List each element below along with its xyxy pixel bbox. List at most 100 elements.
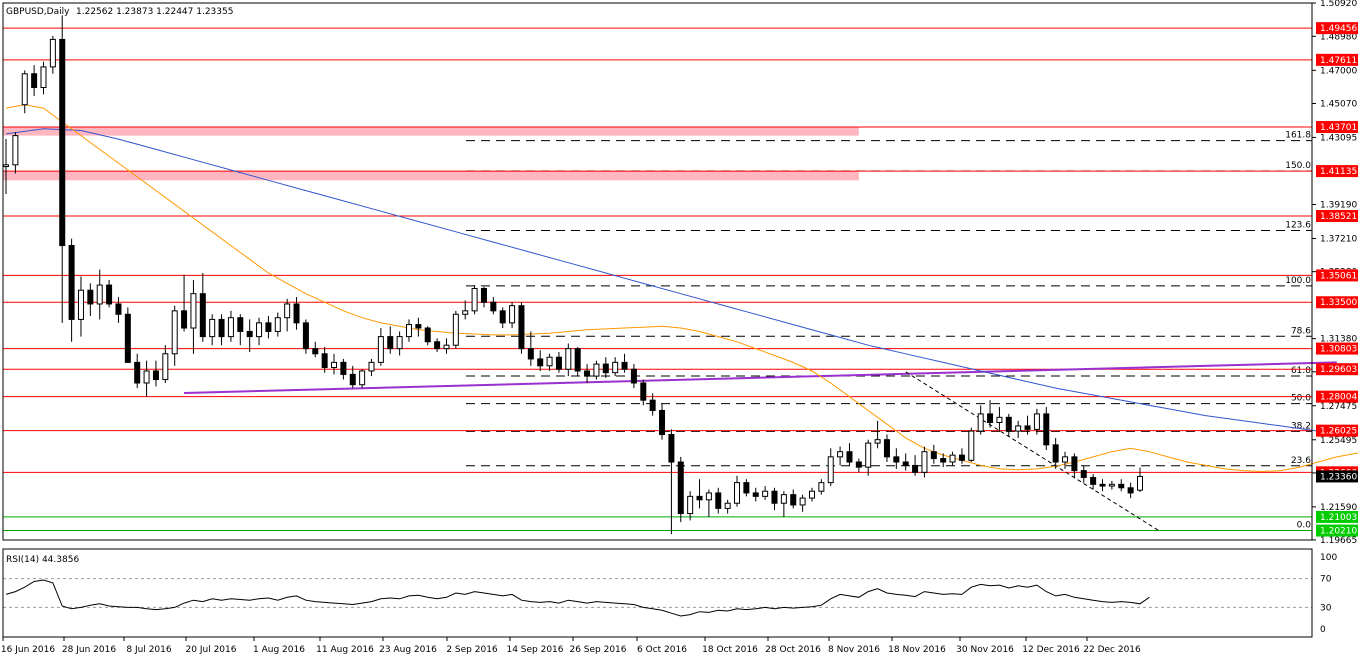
candle[interactable] (1099, 479, 1106, 492)
candle[interactable] (471, 285, 478, 315)
candle[interactable] (1043, 407, 1050, 450)
candle[interactable] (1137, 467, 1143, 493)
candle[interactable] (331, 353, 338, 375)
candle[interactable] (659, 403, 666, 440)
candle[interactable] (396, 331, 403, 356)
candle[interactable] (1090, 474, 1097, 490)
candle[interactable] (734, 475, 741, 507)
candle[interactable] (171, 305, 178, 366)
candle[interactable] (687, 491, 694, 521)
candle[interactable] (340, 358, 347, 380)
candle[interactable] (434, 338, 441, 353)
candle[interactable] (949, 451, 956, 466)
candle[interactable] (368, 358, 375, 377)
candle[interactable] (499, 307, 506, 329)
candle[interactable] (612, 357, 619, 377)
candle[interactable] (743, 479, 750, 497)
candle[interactable] (818, 479, 825, 495)
candle[interactable] (274, 312, 281, 337)
candle[interactable] (584, 364, 591, 383)
candle[interactable] (902, 453, 909, 471)
candle[interactable] (724, 499, 731, 514)
candle[interactable] (40, 61, 47, 95)
candle[interactable] (424, 326, 431, 346)
candle[interactable] (1015, 420, 1022, 438)
candle[interactable] (1005, 413, 1012, 437)
candle[interactable] (302, 319, 309, 354)
candle[interactable] (321, 346, 328, 373)
candle[interactable] (1108, 480, 1115, 490)
candle[interactable] (574, 346, 581, 377)
candle[interactable] (780, 491, 787, 517)
candle[interactable] (59, 15, 66, 323)
candle[interactable] (1024, 415, 1031, 435)
candle[interactable] (490, 297, 497, 315)
candle[interactable] (837, 446, 844, 466)
candle[interactable] (668, 429, 675, 535)
candle[interactable] (312, 341, 319, 358)
candle[interactable] (265, 315, 272, 339)
candle[interactable] (1080, 465, 1087, 483)
candle[interactable] (527, 331, 534, 366)
candle[interactable] (237, 314, 244, 346)
candle[interactable] (649, 393, 656, 416)
candle[interactable] (218, 314, 225, 346)
candle[interactable] (565, 343, 572, 377)
candle[interactable] (799, 494, 806, 512)
candle[interactable] (1052, 437, 1059, 469)
candle[interactable] (930, 444, 937, 464)
candle[interactable] (246, 319, 253, 353)
candle[interactable] (602, 357, 609, 378)
candle[interactable] (752, 487, 759, 502)
candle[interactable] (284, 298, 291, 332)
candle[interactable] (480, 286, 487, 308)
candle[interactable] (518, 302, 525, 354)
candle[interactable] (1127, 482, 1134, 499)
candle[interactable] (77, 276, 84, 337)
candle[interactable] (790, 489, 797, 509)
candle[interactable] (199, 273, 206, 342)
candle[interactable] (874, 420, 881, 449)
candle[interactable] (996, 407, 1003, 432)
candle[interactable] (968, 427, 975, 463)
candle[interactable] (808, 487, 815, 502)
candle[interactable] (143, 360, 150, 397)
candle[interactable] (21, 70, 28, 114)
candle[interactable] (1071, 453, 1078, 478)
candle[interactable] (181, 274, 188, 332)
candle[interactable] (509, 302, 516, 329)
candle[interactable] (621, 353, 628, 373)
candle[interactable] (134, 353, 141, 389)
candle[interactable] (771, 487, 778, 511)
candle[interactable] (855, 458, 862, 473)
candle[interactable] (12, 132, 19, 174)
candle[interactable] (1033, 408, 1040, 435)
candle[interactable] (846, 443, 853, 466)
candle[interactable] (696, 479, 703, 509)
candle[interactable] (705, 489, 712, 517)
candle[interactable] (677, 456, 684, 523)
candle[interactable] (452, 310, 459, 349)
candle[interactable] (256, 317, 263, 346)
candle[interactable] (152, 360, 159, 387)
candle[interactable] (349, 365, 356, 389)
candle[interactable] (124, 307, 131, 363)
candle[interactable] (630, 364, 637, 389)
candle[interactable] (415, 317, 422, 337)
candle[interactable] (106, 279, 113, 308)
candle[interactable] (359, 369, 366, 389)
candle[interactable] (115, 297, 122, 323)
candle[interactable] (293, 297, 300, 330)
candle[interactable] (883, 434, 890, 463)
candle[interactable] (958, 448, 965, 464)
candle[interactable] (443, 338, 450, 354)
candle[interactable] (377, 328, 384, 366)
candle[interactable] (762, 486, 769, 500)
candle[interactable] (940, 453, 947, 468)
candle[interactable] (977, 405, 984, 435)
candle[interactable] (912, 455, 919, 476)
candle[interactable] (640, 379, 647, 406)
candle[interactable] (96, 269, 103, 320)
